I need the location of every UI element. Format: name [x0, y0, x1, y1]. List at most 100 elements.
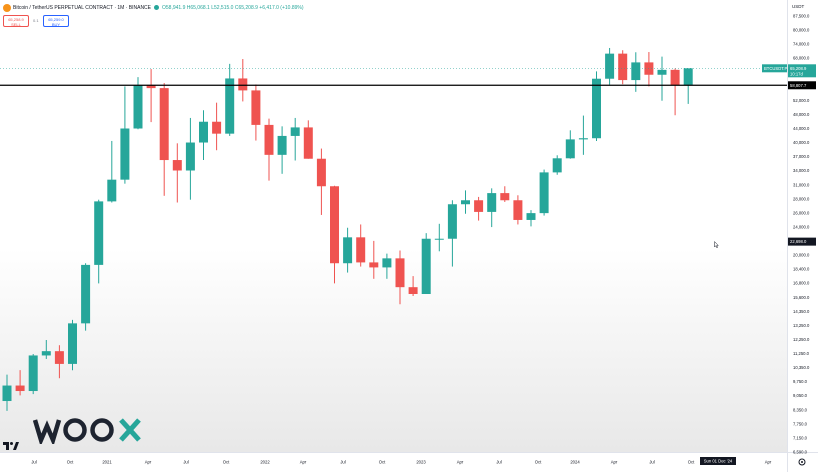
chart-legend: Bitcoin / TetherUS PERPETUAL CONTRACT · … — [3, 3, 304, 13]
price-tick-label: 9,750.0 — [793, 379, 808, 384]
candle-body — [2, 385, 12, 402]
price-tick-label: 52,000.0 — [793, 98, 810, 103]
horizontal-line-tag: 58,807.7 — [788, 81, 816, 90]
candle — [212, 102, 222, 151]
candle-body — [225, 78, 235, 134]
time-tick-label: Apr — [457, 460, 464, 465]
time-tick-label: Apr — [765, 460, 772, 465]
candle — [474, 196, 484, 221]
crosshair-price-tag-text: 22,698.0 — [790, 239, 807, 244]
candle — [592, 71, 601, 141]
price-tick-label: 14,350.0 — [793, 309, 810, 314]
candle — [369, 240, 379, 279]
time-tick-label: Jul — [183, 460, 188, 465]
price-tick-label: 10,350.0 — [793, 365, 810, 370]
candle — [146, 69, 156, 123]
candle — [421, 233, 431, 295]
time-tick-label: 2023 — [416, 460, 426, 465]
candle — [644, 52, 654, 87]
candle — [552, 155, 562, 175]
currency-label[interactable]: USDT — [792, 4, 805, 9]
candle — [172, 143, 182, 203]
candle-body — [565, 139, 575, 159]
candle — [159, 83, 169, 196]
spread-value: 0.1 — [33, 18, 39, 23]
price-tick-label: 44,000.0 — [793, 126, 810, 131]
price-axis[interactable]: 87,500.080,000.074,000.068,000.062,000.0… — [793, 14, 810, 455]
settings-gear-icon[interactable] — [798, 458, 806, 466]
price-tick-label: 87,500.0 — [793, 14, 810, 19]
price-tick-label: 7,150.0 — [793, 435, 808, 440]
candle-body — [264, 124, 274, 155]
candle-body — [107, 179, 117, 202]
time-tick-label: Apr — [300, 460, 307, 465]
candle — [526, 210, 536, 227]
candle-body — [461, 200, 470, 205]
candle-body — [474, 200, 484, 212]
candle-body — [133, 85, 143, 129]
symbol-name-tag: BTCUSDT.P — [762, 64, 787, 73]
candle-body — [303, 127, 313, 159]
candle — [343, 227, 353, 273]
time-tick-label: Oct — [535, 460, 542, 465]
candle-body — [290, 127, 300, 136]
candle-body — [330, 186, 339, 264]
candle-body — [487, 193, 497, 212]
candle-body — [657, 69, 667, 75]
crosshair-date-text: Sun 01 Dec '24 — [704, 459, 733, 464]
market-open-dot-icon — [154, 5, 159, 11]
price-tick-label: 24,000.0 — [793, 224, 810, 229]
candle-body — [526, 213, 536, 220]
time-tick-label: Oct — [223, 460, 230, 465]
candle — [28, 354, 38, 395]
price-tick-label: 20,000.0 — [793, 253, 810, 258]
ohlc-values: O58,941.9 H65,068.1 L52,515.0 C65,208.9 … — [162, 5, 304, 11]
candle-body — [447, 204, 457, 239]
candle — [81, 263, 91, 331]
price-tick-label: 8,350.0 — [793, 407, 808, 412]
candle-body — [251, 90, 261, 125]
buy-price: 65,259.0 — [48, 17, 64, 22]
candle — [251, 84, 261, 141]
time-tick-label: Oct — [379, 460, 386, 465]
candle-body — [68, 323, 77, 364]
candle — [395, 250, 405, 305]
time-tick-label: Jul — [649, 460, 654, 465]
candle-body — [421, 238, 431, 295]
candle-body — [185, 142, 195, 171]
candles-group — [2, 47, 693, 411]
candle-body — [500, 193, 510, 201]
candle — [670, 68, 680, 116]
buy-label: BUY — [51, 22, 61, 27]
candle — [539, 169, 549, 216]
candle-body — [631, 62, 641, 81]
candle — [434, 223, 444, 252]
candle-body — [172, 160, 182, 171]
candle-body — [683, 68, 693, 86]
candle-body — [578, 138, 588, 140]
price-axis-labels: BTCUSDT.P 65,208.910:17d 58,807.7 22,698.0 — [762, 64, 816, 246]
candle — [290, 117, 300, 161]
candle-body — [15, 385, 25, 392]
candle-body — [644, 62, 654, 75]
price-tick-label: 16,800.0 — [793, 281, 810, 286]
price-tick-label: 28,000.0 — [793, 196, 810, 201]
candle-body — [159, 88, 169, 161]
bitcoin-icon — [3, 3, 11, 12]
candle-body — [54, 351, 64, 364]
sell-button[interactable]: 65,258.9 SELL — [3, 15, 29, 27]
symbol-title[interactable]: Bitcoin / TetherUS PERPETUAL CONTRACT · … — [13, 5, 151, 11]
mouse-cursor-icon — [714, 241, 719, 248]
candle — [303, 120, 313, 159]
candle — [447, 200, 457, 267]
time-axis[interactable]: Jul Oct 2021 Apr Jul Oct 2022 Apr Jul Oct 2023 Apr J… — [31, 457, 772, 465]
candle — [683, 68, 693, 104]
time-tick-label: Apr — [611, 460, 618, 465]
time-tick-label: Apr — [145, 460, 152, 465]
tradingview-logo-icon[interactable] — [3, 441, 19, 451]
time-tick-label: Oct — [67, 460, 74, 465]
buy-button[interactable]: 65,259.0 BUY — [43, 15, 69, 27]
price-tick-label: 34,000.0 — [793, 168, 810, 173]
